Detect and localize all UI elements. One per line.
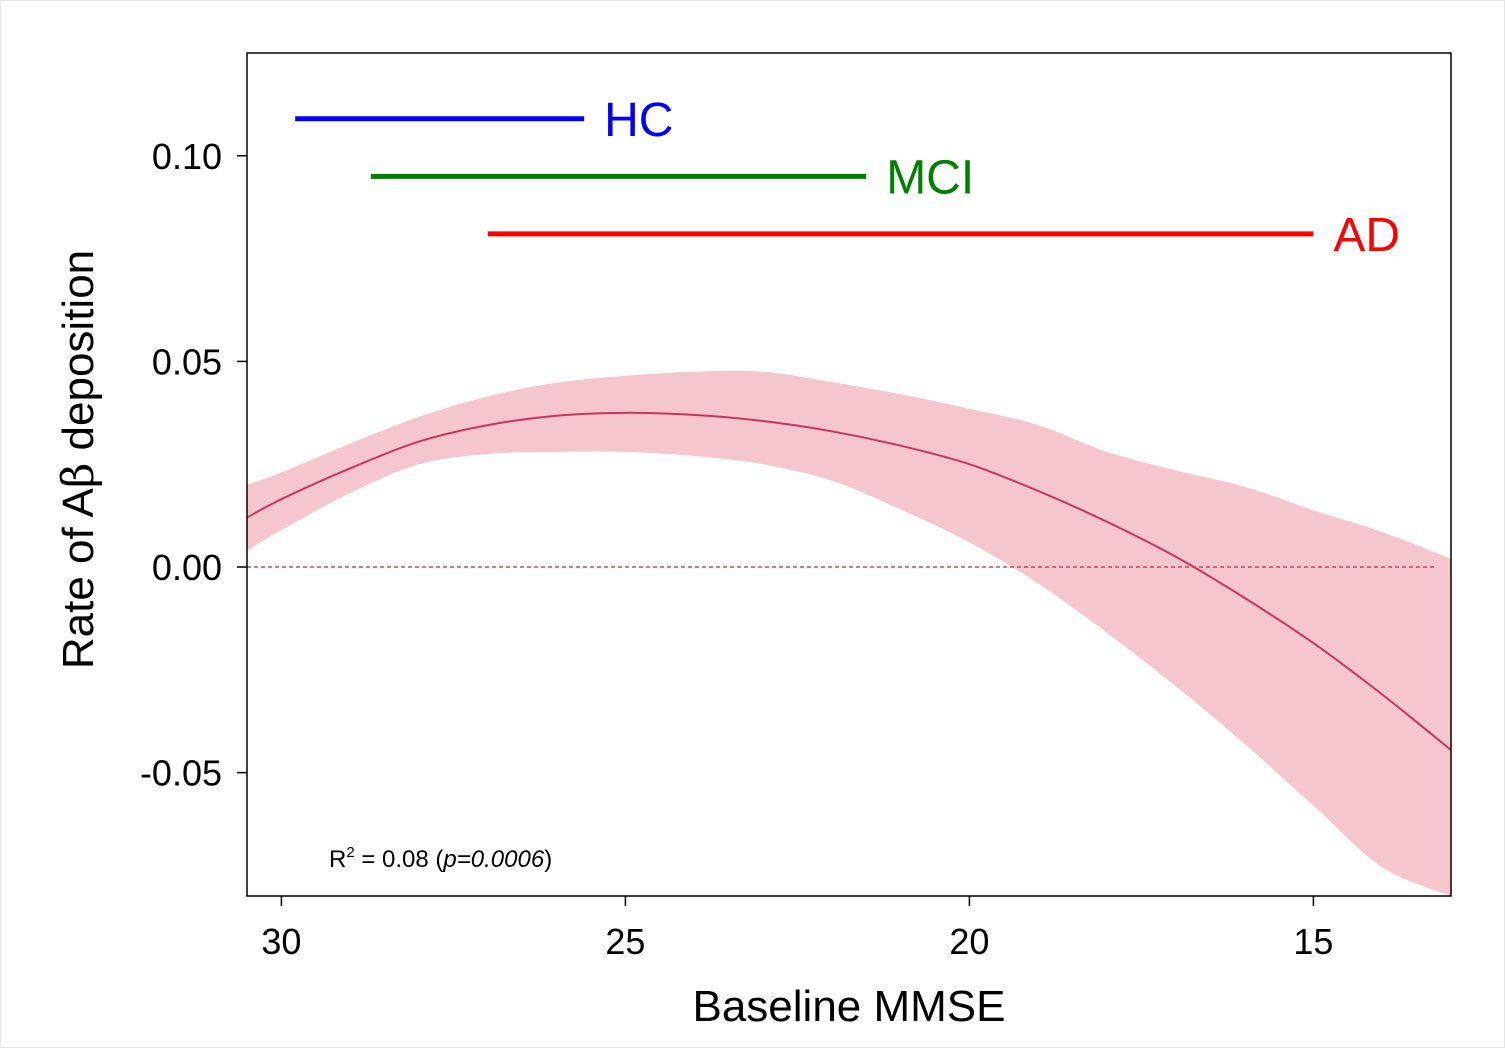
x-tick-label: 15 (1293, 921, 1333, 962)
y-tick-label: 0.05 (152, 341, 222, 382)
y-axis-label-prefix: Rate of A (54, 487, 103, 669)
x-axis-label: Baseline MMSE (692, 982, 1005, 1031)
range-label-hc: HC (604, 94, 673, 147)
plot-area-border (246, 52, 1452, 897)
y-axis-label-suffix: deposition (54, 250, 103, 463)
confidence-band (247, 370, 1451, 896)
fit-line-layer (247, 411, 1451, 751)
y-axis-label: Rate of Aβ deposition (53, 250, 104, 669)
y-axis-label-greek: β (53, 463, 104, 488)
fit-line (247, 411, 1451, 751)
range-label-ad: AD (1333, 209, 1400, 262)
confidence-band-layer (247, 370, 1451, 896)
y-tick-label: 0.10 (152, 136, 222, 177)
y-tick-label: 0.00 (152, 547, 222, 588)
x-tick-label: 20 (949, 921, 989, 962)
r-label: R (329, 846, 346, 873)
annotation-p-value: p=0.0006 (442, 846, 544, 873)
annotation-text-before: = 0.08 ( (355, 846, 444, 873)
annotation-text-after: ) (544, 846, 552, 873)
r-squared-annotation: R2 = 0.08 (p=0.0006) (329, 844, 552, 873)
range-bars-layer: HC MCI AD (295, 94, 1400, 262)
x-tick-label: 25 (605, 921, 645, 962)
r-superscript: 2 (346, 844, 354, 861)
range-label-mci: MCI (886, 151, 974, 204)
y-tick-label: -0.05 (140, 753, 222, 794)
x-ticks: 30 25 20 15 (261, 896, 1333, 962)
x-tick-label: 30 (261, 921, 301, 962)
y-ticks: 0.10 0.05 0.00 -0.05 (140, 136, 247, 794)
